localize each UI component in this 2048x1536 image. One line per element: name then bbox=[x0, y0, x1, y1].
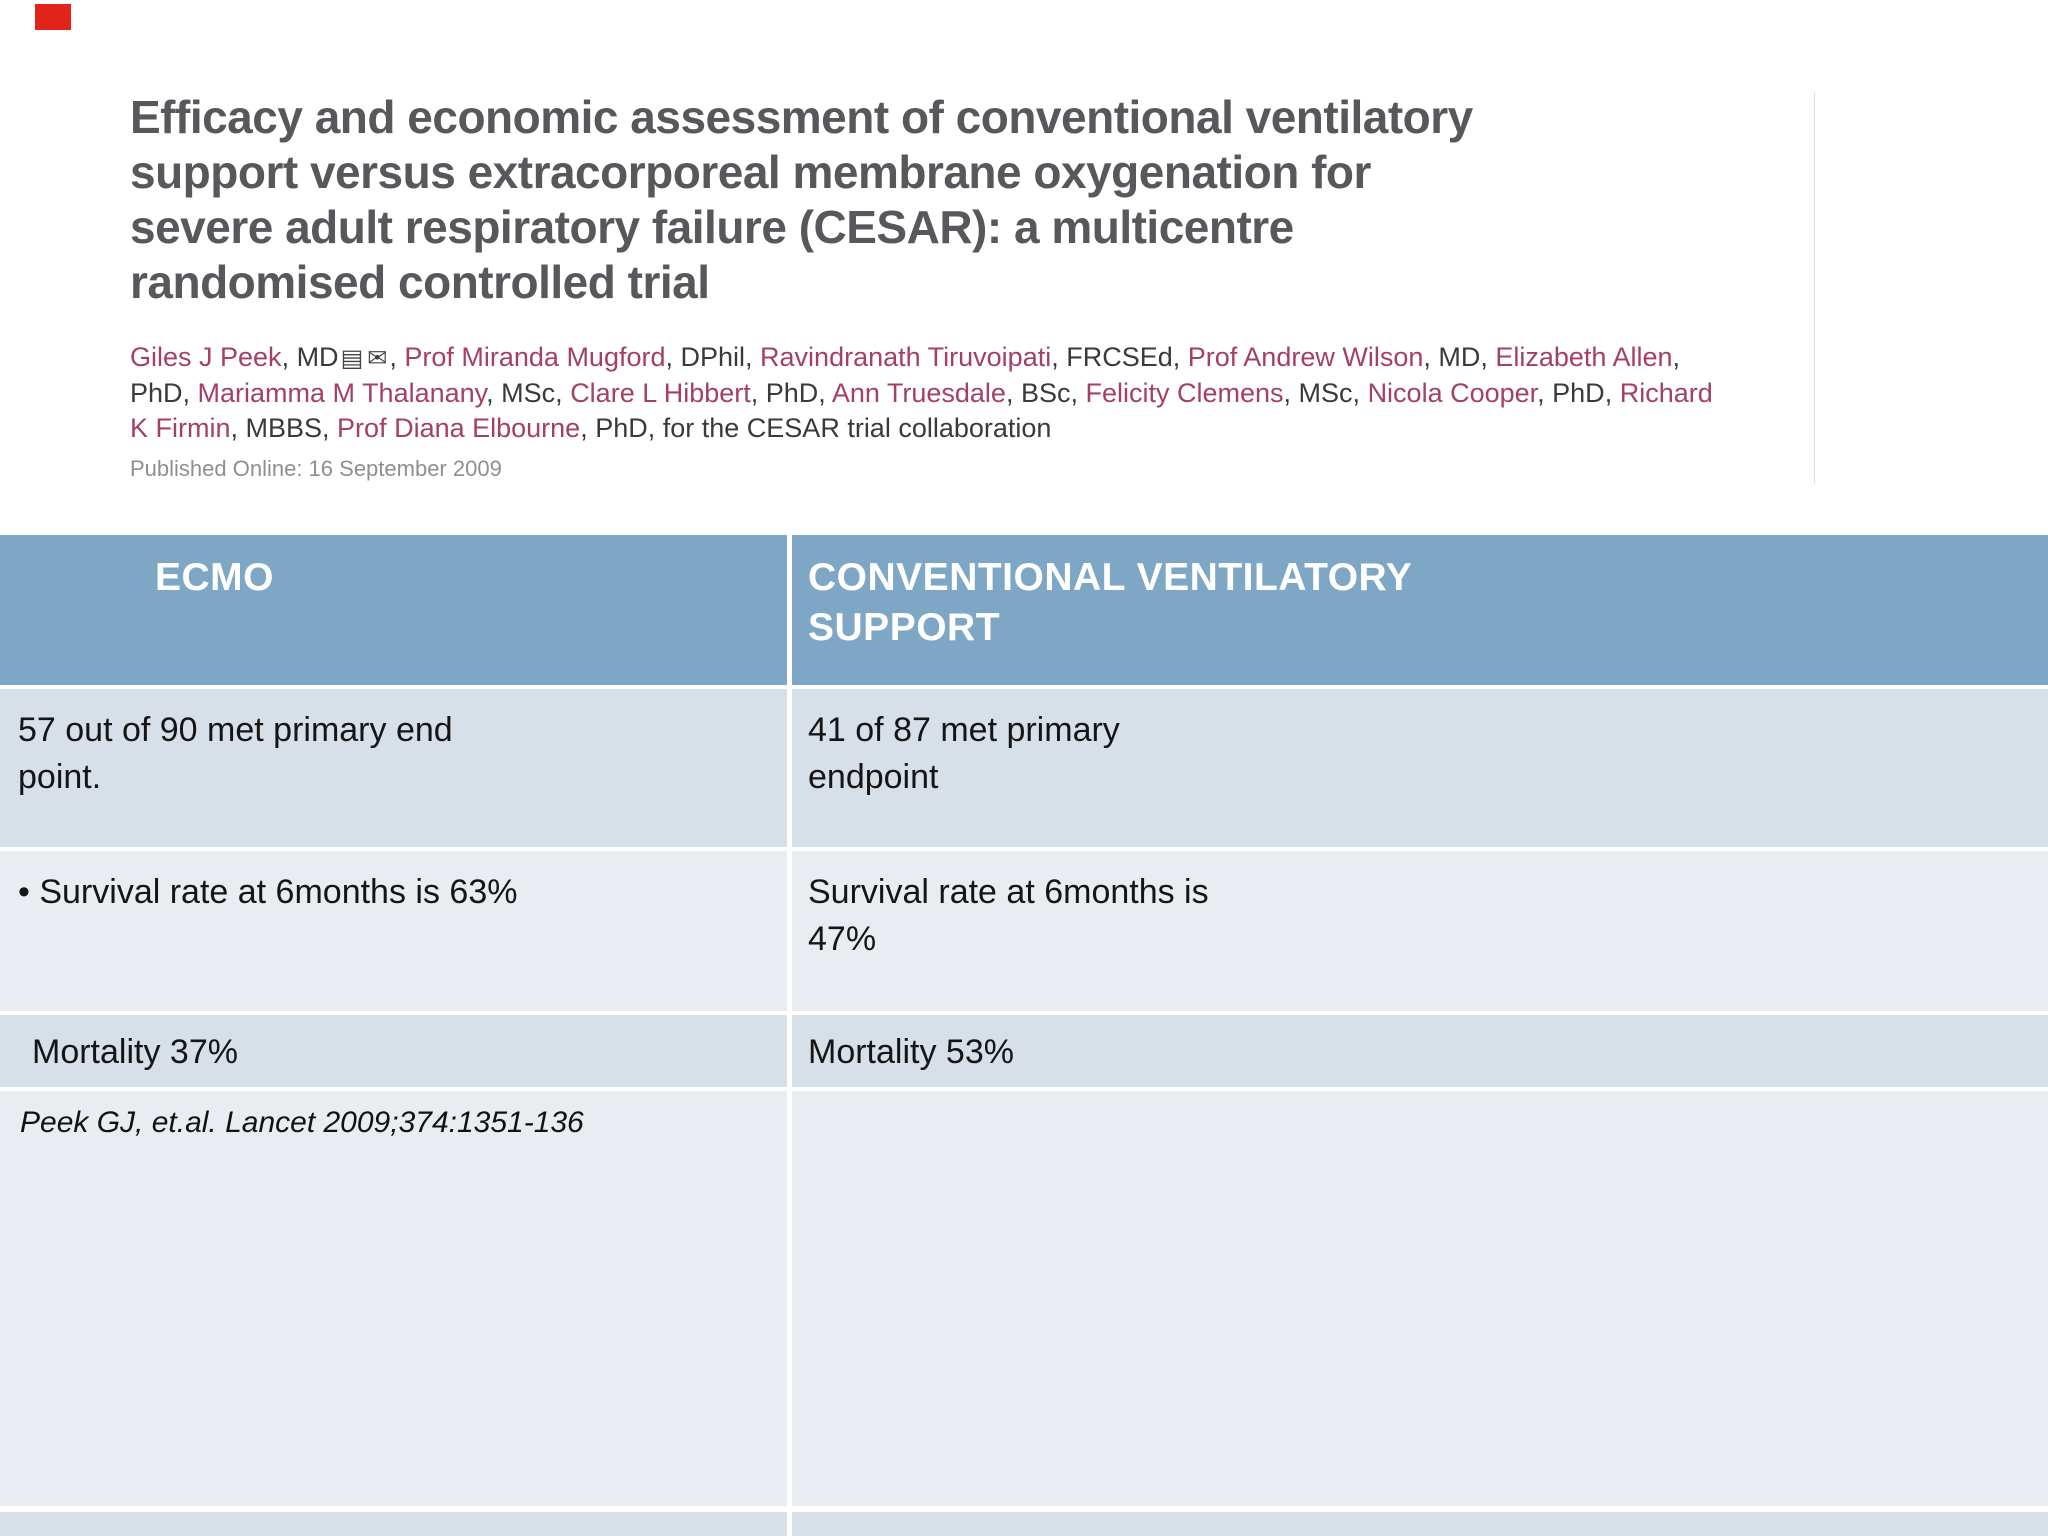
note-icon: ▤ bbox=[340, 345, 364, 372]
cell-ecmo-survival: • Survival rate at 6months is 63% bbox=[0, 851, 787, 1011]
citation-text: Peek GJ, et.al. Lancet 2009;374:1351-136 bbox=[20, 1106, 584, 1139]
header-label-conventional: CONVENTIONAL VENTILATORY SUPPORT bbox=[808, 556, 1412, 649]
author-qualification: , MSc bbox=[486, 378, 556, 408]
author-suffix: for the CESAR trial collaboration bbox=[662, 413, 1052, 443]
table-row-mortality: Mortality 37% Mortality 53% bbox=[0, 1011, 2048, 1087]
author-name: Richard K Firmin bbox=[130, 378, 1713, 443]
author-separator: , bbox=[1352, 378, 1368, 408]
author-name: Felicity Clemens bbox=[1085, 378, 1284, 408]
table-row-partial bbox=[0, 1506, 2048, 1536]
paper-screenshot: Efficacy and economic assessment of conv… bbox=[130, 90, 1820, 482]
header-label-ecmo: ECMO bbox=[155, 556, 274, 599]
author-separator: , bbox=[1070, 378, 1086, 408]
author-separator: , bbox=[745, 342, 761, 372]
author-name: Mariamma M Thalanany bbox=[197, 378, 487, 408]
screenshot-edge-line bbox=[1814, 92, 1815, 484]
cell-citation: Peek GJ, et.al. Lancet 2009;374:1351-136 bbox=[0, 1091, 787, 1506]
author-name: Prof Miranda Mugford bbox=[404, 342, 666, 372]
author-name: Ann Truesdale bbox=[831, 378, 1006, 408]
author-qualification: , MBBS bbox=[230, 413, 323, 443]
author-qualification: , PhD bbox=[130, 342, 1681, 408]
slide-marker bbox=[35, 4, 71, 30]
author-qualification: , DPhil bbox=[665, 342, 746, 372]
cell-text: 57 out of 90 met primary end point. bbox=[18, 711, 453, 796]
paper-title: Efficacy and economic assessment of conv… bbox=[130, 90, 1820, 310]
author-separator: , bbox=[818, 378, 832, 408]
author-qualification: , PhD bbox=[1537, 378, 1605, 408]
paper-title-line: severe adult respiratory failure (CESAR)… bbox=[130, 201, 1294, 253]
author-qualification: , FRCSEd bbox=[1051, 342, 1173, 372]
cell-ecmo-mortality: Mortality 37% bbox=[0, 1015, 787, 1087]
author-separator: , bbox=[555, 378, 571, 408]
table-header-row: ECMO CONVENTIONAL VENTILATORY SUPPORT bbox=[0, 535, 2048, 685]
author-separator: , bbox=[182, 378, 198, 408]
author-name: Nicola Cooper bbox=[1367, 378, 1538, 408]
cell-text: Mortality 37% bbox=[32, 1033, 238, 1071]
header-cell-conventional: CONVENTIONAL VENTILATORY SUPPORT bbox=[787, 535, 2048, 685]
cell-text: Survival rate at 6months is 47% bbox=[808, 873, 1209, 958]
cell-text: • Survival rate at 6months is 63% bbox=[18, 873, 518, 911]
author-name: Clare L Hibbert bbox=[570, 378, 751, 408]
author-qualification: , PhD bbox=[580, 413, 648, 443]
cell-cvs-endpoint: 41 of 87 met primary endpoint bbox=[787, 689, 2048, 847]
author-separator: , bbox=[1480, 342, 1496, 372]
author-name: Giles J Peek bbox=[130, 342, 282, 372]
cell-text bbox=[792, 1091, 2048, 1109]
table-row-survival: • Survival rate at 6months is 63% Surviv… bbox=[0, 847, 2048, 1011]
author-qualification: , MD bbox=[281, 342, 339, 372]
author-qualification: , MD bbox=[1423, 342, 1481, 372]
author-name: Ravindranath Tiruvoipati bbox=[760, 342, 1052, 372]
author-separator: , bbox=[389, 342, 405, 372]
author-qualification: , BSc bbox=[1005, 378, 1071, 408]
comparison-table: ECMO CONVENTIONAL VENTILATORY SUPPORT 57… bbox=[0, 535, 2048, 1536]
paper-title-line: Efficacy and economic assessment of conv… bbox=[130, 91, 1473, 143]
author-separator: , bbox=[1604, 378, 1620, 408]
header-cell-ecmo: ECMO bbox=[0, 535, 787, 685]
cell-text: Mortality 53% bbox=[808, 1033, 1014, 1071]
cell-ecmo-endpoint: 57 out of 90 met primary end point. bbox=[0, 689, 787, 847]
author-separator: , bbox=[1172, 342, 1188, 372]
partial-cell-right bbox=[787, 1512, 2048, 1536]
author-name: Elizabeth Allen bbox=[1495, 342, 1673, 372]
email-icon: ✉ bbox=[367, 345, 388, 372]
author-name: Prof Andrew Wilson bbox=[1187, 342, 1424, 372]
author-qualification: , PhD bbox=[750, 378, 819, 408]
paper-title-line: support versus extracorporeal membrane o… bbox=[130, 146, 1371, 198]
author-qualification: , MSc bbox=[1283, 378, 1353, 408]
table-row-endpoint: 57 out of 90 met primary end point. 41 o… bbox=[0, 685, 2048, 847]
table-row-citation: Peek GJ, et.al. Lancet 2009;374:1351-136 bbox=[0, 1087, 2048, 1506]
published-date: Published Online: 16 September 2009 bbox=[130, 456, 502, 481]
author-list: Giles J Peek, MD▤ ✉, Prof Miranda Mugford… bbox=[130, 340, 1730, 446]
cell-citation-empty bbox=[787, 1091, 2048, 1506]
cell-text: 41 of 87 met primary endpoint bbox=[808, 711, 1120, 796]
cell-cvs-survival: Survival rate at 6months is 47% bbox=[787, 851, 2048, 1011]
cell-cvs-mortality: Mortality 53% bbox=[787, 1015, 2048, 1087]
author-separator: , bbox=[647, 413, 663, 443]
author-name: Prof Diana Elbourne bbox=[337, 413, 581, 443]
author-separator: , bbox=[322, 413, 338, 443]
partial-cell-left bbox=[0, 1512, 787, 1536]
paper-title-line: randomised controlled trial bbox=[130, 256, 710, 308]
